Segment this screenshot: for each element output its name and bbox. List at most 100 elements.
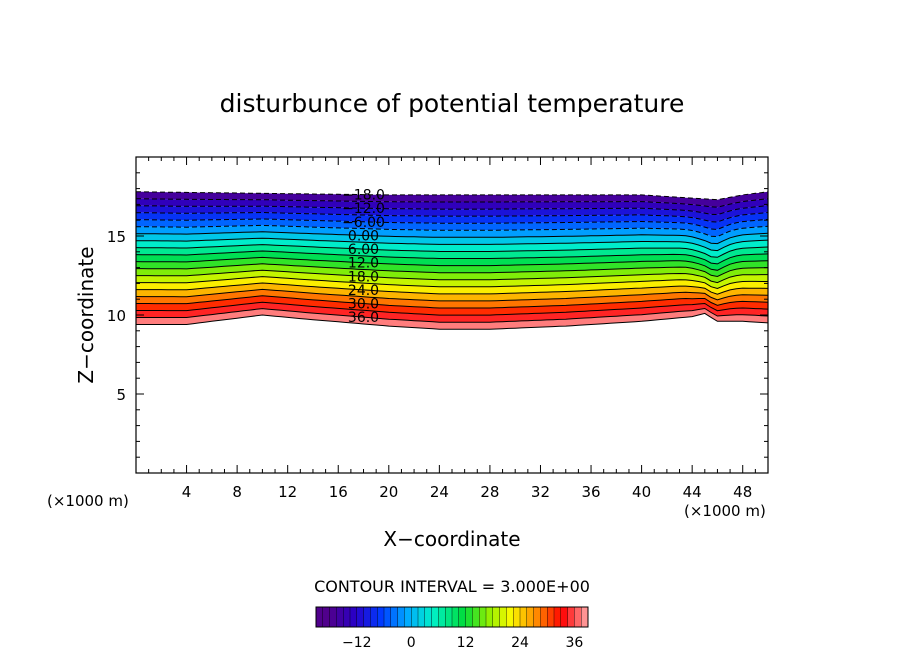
colorbar-cell — [445, 606, 453, 628]
x-unit-left: (×1000 m) — [47, 492, 129, 510]
contour-line — [136, 237, 769, 252]
contour-label: −18.0 — [342, 188, 385, 204]
x-tick-label: 20 — [379, 483, 398, 501]
contour-line — [135, 256, 769, 271]
colorbar-cell — [356, 606, 365, 628]
chart-title: disturbunce of potential temperature — [220, 89, 685, 118]
colorbar-cell — [397, 606, 405, 628]
x-tick-label: 44 — [683, 483, 702, 501]
contour-lines — [135, 191, 769, 330]
contour-band — [136, 295, 768, 316]
contour-band — [136, 270, 768, 289]
colorbar-cell — [349, 606, 358, 628]
contour-line — [136, 312, 769, 330]
contour-line — [136, 191, 769, 201]
contour-band — [136, 198, 768, 215]
colorbar-cell — [492, 606, 501, 628]
contour-band — [136, 212, 768, 230]
contour-label: 36.0 — [348, 310, 379, 326]
colorbar-cell — [431, 606, 439, 628]
contour-band — [136, 231, 768, 251]
x-tick-label: 8 — [232, 483, 242, 501]
contour-line — [136, 276, 768, 290]
contour-label: 6.00 — [348, 242, 379, 258]
y-tick-label: 5 — [116, 386, 126, 404]
contour-band — [136, 283, 768, 301]
y-tick-label: 10 — [107, 307, 126, 325]
colorbar-tick-label: 24 — [511, 635, 529, 651]
contour-line — [136, 269, 768, 284]
contour-line — [136, 231, 769, 245]
axis-ticks — [136, 157, 768, 473]
contour-line — [135, 288, 769, 302]
contour-line — [136, 224, 769, 238]
contour-line — [135, 211, 769, 223]
x-axis-label: X−coordinate — [383, 527, 520, 551]
contour-label: −12.0 — [342, 201, 385, 217]
x-tick-label: 28 — [480, 483, 499, 501]
contour-line — [135, 218, 769, 230]
colorbar-cell — [404, 606, 412, 628]
colorbar-cell — [553, 606, 562, 628]
x-tick-label: 32 — [531, 483, 550, 501]
colorbar-tick-label: −12 — [342, 635, 372, 651]
contour-line — [136, 307, 769, 323]
colorbar-tick-labels: −12 0 12 24 36 — [342, 635, 583, 651]
contour-label: 30.0 — [348, 297, 379, 313]
contour-band — [136, 191, 768, 208]
colorbar-cell — [336, 606, 344, 628]
x-tick-label: 4 — [182, 483, 192, 501]
colorbar-cell — [424, 606, 433, 628]
x-unit-right: (×1000 m) — [684, 502, 766, 520]
colorbar-cell — [499, 606, 507, 628]
colorbar-cell — [343, 606, 351, 628]
contour-label: 12.0 — [348, 256, 379, 272]
x-tick-label: 36 — [581, 483, 600, 501]
contour-interval-label: CONTOUR INTERVAL = 3.000E+00 — [314, 577, 590, 596]
colorbar-cell — [390, 606, 399, 628]
colorbar-cell — [411, 606, 419, 628]
colorbar-cell — [417, 606, 426, 628]
x-tick-labels: 4 8 12 16 20 24 28 32 36 40 44 48 — [182, 483, 752, 501]
contour-band — [136, 257, 768, 277]
contour-label: 24.0 — [348, 283, 379, 299]
contour-band — [136, 205, 768, 222]
contour-line — [135, 198, 769, 208]
contour-band — [136, 225, 768, 244]
colorbar-cell — [458, 606, 467, 628]
contour-band — [136, 276, 768, 295]
colorbar-cell — [506, 606, 514, 628]
colorbar-cell — [370, 606, 378, 628]
contour-band — [136, 302, 768, 323]
x-tick-label: 12 — [278, 483, 297, 501]
y-tick-labels: 5 10 15 — [107, 228, 126, 404]
colorbar-cell — [363, 606, 371, 628]
colorbar-cell — [513, 606, 521, 628]
x-tick-label: 48 — [733, 483, 752, 501]
colorbar-cell — [465, 606, 473, 628]
y-axis-label: Z−coordinate — [74, 246, 98, 383]
colorbar-tick-label: 0 — [407, 635, 416, 651]
x-tick-label: 40 — [632, 483, 651, 501]
colorbar-cell — [438, 606, 446, 628]
colorbar-frame — [315, 606, 589, 628]
colorbar-cell — [451, 606, 460, 628]
contour-band — [136, 219, 768, 237]
contour-band — [136, 308, 768, 330]
contour-labels: −18.0−12.0−6.000.006.0012.018.024.030.03… — [342, 188, 385, 327]
colorbar-cell — [567, 606, 575, 628]
colorbar-tick-label: 12 — [457, 635, 475, 651]
contour-line — [135, 244, 769, 258]
contour-line — [135, 250, 769, 265]
colorbar-cell — [383, 606, 392, 628]
contour-line — [136, 263, 769, 278]
colorbar-cell — [485, 606, 494, 628]
contour-label: 0.00 — [348, 228, 379, 244]
colorbar-cell — [329, 606, 337, 628]
colorbar-cell — [479, 606, 487, 628]
contour-line — [135, 205, 769, 216]
colorbar-tick-label: 36 — [565, 635, 583, 651]
colorbar-cell — [322, 606, 331, 628]
x-tick-label: 16 — [329, 483, 348, 501]
